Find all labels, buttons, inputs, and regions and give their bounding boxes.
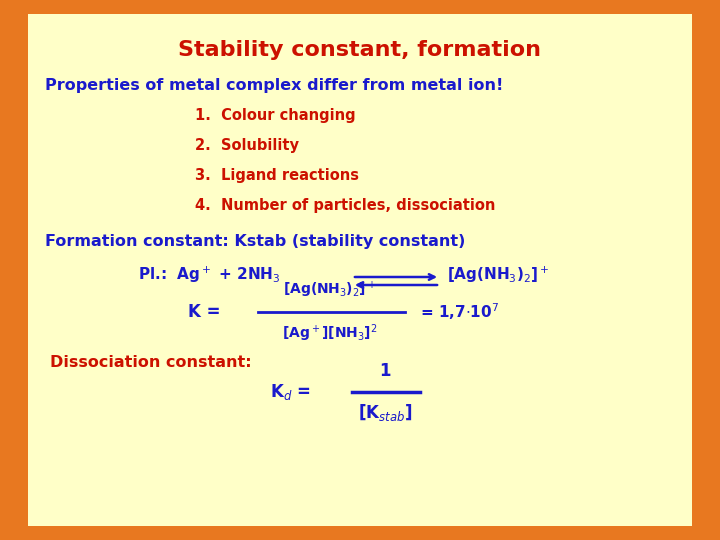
Text: [Ag(NH$_3$)$_2$]$^+$: [Ag(NH$_3$)$_2$]$^+$ — [283, 280, 377, 300]
Text: Pl.:  Ag$^+$ + 2NH$_3$: Pl.: Ag$^+$ + 2NH$_3$ — [138, 265, 281, 285]
Text: [Ag$^+$][NH$_3$]$^2$: [Ag$^+$][NH$_3$]$^2$ — [282, 322, 378, 343]
Text: 1.  Colour changing: 1. Colour changing — [195, 108, 356, 123]
Text: = 1,7$\cdot$10$^7$: = 1,7$\cdot$10$^7$ — [420, 302, 499, 322]
Text: 1: 1 — [379, 362, 391, 380]
Text: [Ag(NH$_3$)$_2$]$^+$: [Ag(NH$_3$)$_2$]$^+$ — [447, 265, 549, 285]
Text: Properties of metal complex differ from metal ion!: Properties of metal complex differ from … — [45, 78, 503, 93]
Text: K$_d$ =: K$_d$ = — [270, 382, 312, 402]
Text: Dissociation constant:: Dissociation constant: — [50, 355, 251, 370]
Text: 4.  Number of particles, dissociation: 4. Number of particles, dissociation — [195, 198, 495, 213]
FancyBboxPatch shape — [28, 14, 692, 526]
Text: [K$_{stab}$]: [K$_{stab}$] — [358, 402, 413, 423]
Text: Formation constant: Kstab (stability constant): Formation constant: Kstab (stability con… — [45, 234, 465, 249]
Text: K =: K = — [188, 303, 226, 321]
Text: Stability constant, formation: Stability constant, formation — [179, 40, 541, 60]
Text: 3.  Ligand reactions: 3. Ligand reactions — [195, 168, 359, 183]
Text: 2.  Solubility: 2. Solubility — [195, 138, 299, 153]
